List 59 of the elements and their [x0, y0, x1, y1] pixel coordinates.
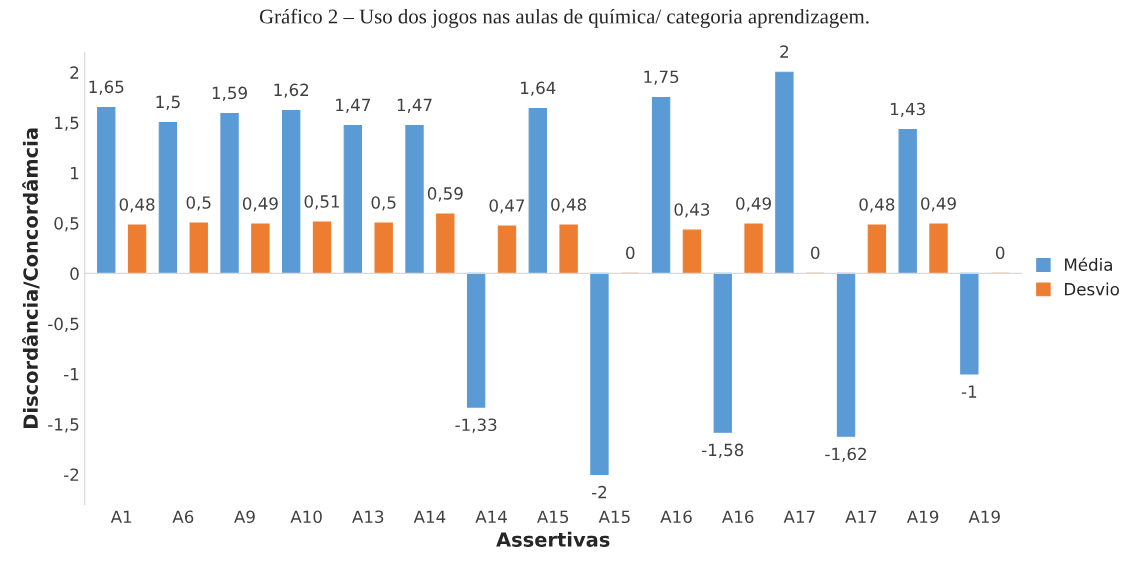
y-tick-label: 2 — [70, 66, 79, 79]
data-label: 0,49 — [242, 197, 278, 212]
x-tick-label: A14 — [475, 510, 507, 523]
data-label: 0,59 — [427, 187, 463, 202]
y-tick-label: 1,5 — [55, 116, 79, 131]
x-tick-label: A10 — [290, 510, 322, 524]
data-label: 0 — [995, 246, 1005, 260]
chart-title: Gráfico 2 – Uso dos jogos nas aulas de química/ categoria aprendizagem. — [259, 8, 869, 28]
data-label: 0,43 — [674, 203, 710, 218]
data-label: 1,64 — [521, 81, 556, 96]
legend-label: Média — [1065, 257, 1112, 271]
data-label: -1,33 — [455, 418, 497, 433]
legend-label: Desvio — [1065, 282, 1119, 296]
data-label: -1,62 — [825, 447, 866, 462]
x-tick-label: A6 — [172, 510, 194, 524]
y-tick-label: -0,5 — [48, 317, 79, 332]
data-label: 0,49 — [736, 197, 771, 212]
data-label: -2 — [591, 485, 607, 499]
data-label: 0,48 — [119, 198, 155, 213]
data-label: 2 — [780, 45, 789, 58]
data-label: 1,47 — [336, 98, 370, 113]
data-label: -1 — [961, 385, 977, 398]
y-axis-title: Discordância/Concordâmcia — [22, 128, 40, 428]
x-axis-title: Assertivas — [496, 531, 610, 547]
y-tick-label: 0 — [70, 267, 79, 280]
data-label: 0,48 — [859, 198, 895, 213]
data-label: 0,49 — [921, 197, 956, 212]
x-tick-label: A17 — [845, 510, 877, 523]
x-tick-label: A1 — [110, 510, 132, 523]
data-label: 1,65 — [89, 80, 124, 95]
data-label: 1,62 — [274, 83, 309, 98]
data-label: 1,5 — [156, 95, 180, 110]
data-label: 1,75 — [644, 70, 679, 85]
x-tick-label: A14 — [413, 510, 446, 523]
data-label: 0,47 — [489, 199, 525, 214]
x-tick-label: A9 — [234, 510, 255, 524]
x-tick-label: A16 — [660, 510, 692, 524]
data-label: 0,48 — [551, 198, 587, 213]
data-label: 0 — [626, 246, 635, 260]
x-tick-label: A13 — [352, 510, 384, 524]
data-label: 0 — [811, 246, 820, 260]
data-label: 1,59 — [212, 86, 247, 101]
y-tick-label: -2 — [64, 468, 79, 481]
x-tick-label: A15 — [537, 510, 569, 524]
y-tick-label: 0,5 — [54, 217, 79, 232]
data-label: 0,51 — [304, 195, 340, 210]
y-tick-label: 1 — [71, 167, 79, 180]
x-tick-label: A16 — [721, 510, 754, 524]
y-tick-label: -1,5 — [48, 418, 79, 433]
y-tick-label: -1 — [64, 368, 79, 381]
data-label: 1,47 — [397, 98, 432, 113]
x-tick-label: A15 — [598, 510, 630, 524]
x-tick-label: A19 — [906, 510, 939, 524]
x-tick-label: A19 — [968, 510, 1000, 524]
data-label: 0,5 — [371, 196, 396, 211]
data-label: -1,58 — [702, 443, 744, 458]
data-label: 0,5 — [186, 196, 211, 211]
x-tick-label: A17 — [783, 510, 815, 523]
data-label: 1,43 — [890, 102, 925, 117]
